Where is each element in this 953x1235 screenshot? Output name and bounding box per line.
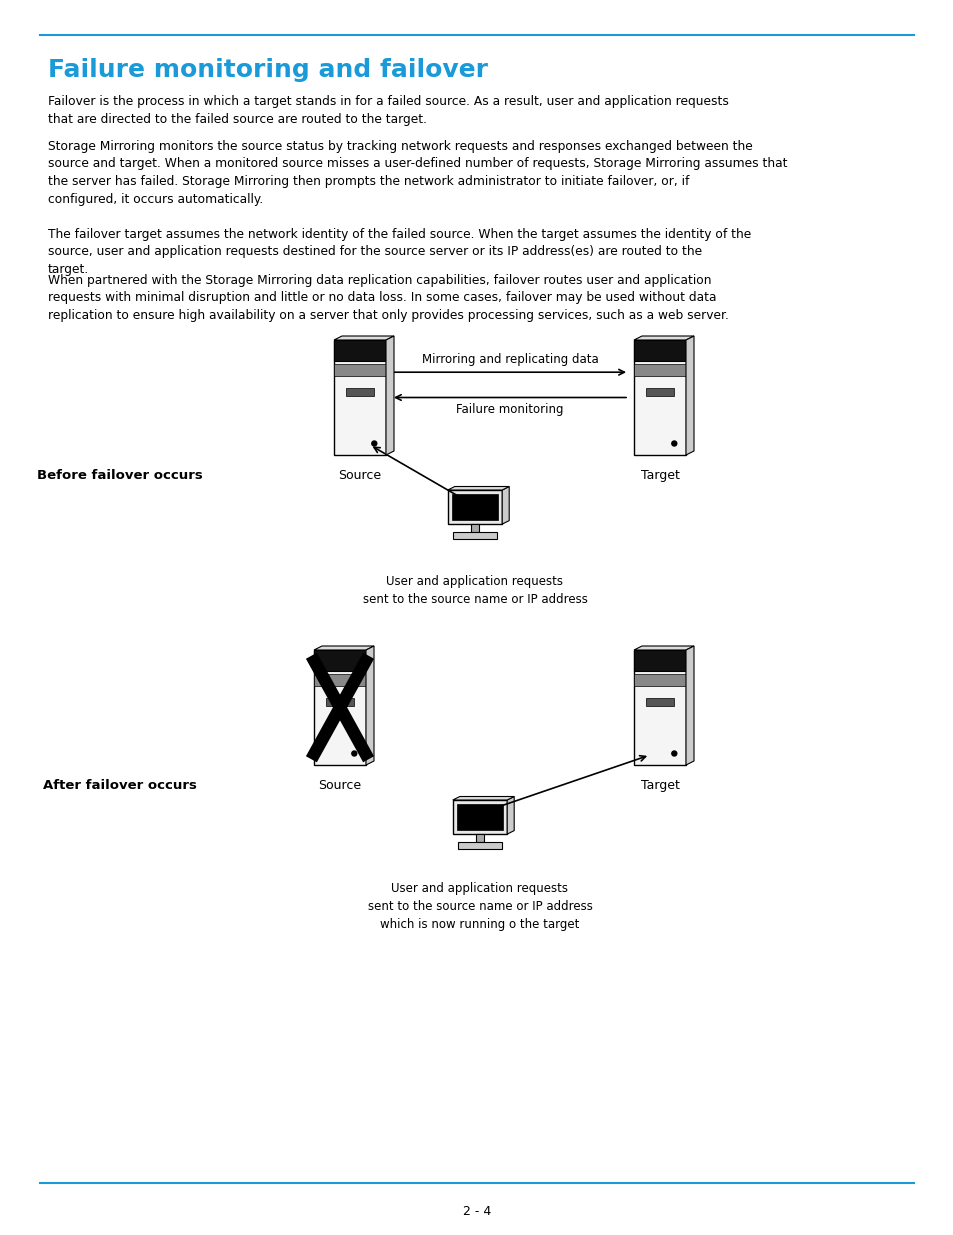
Text: When partnered with the Storage Mirroring data replication capabilities, failove: When partnered with the Storage Mirrorin…	[48, 274, 728, 322]
Circle shape	[372, 441, 376, 446]
FancyBboxPatch shape	[314, 650, 366, 764]
Polygon shape	[501, 487, 509, 524]
Polygon shape	[447, 487, 509, 490]
Polygon shape	[471, 524, 478, 531]
FancyBboxPatch shape	[452, 494, 497, 520]
FancyBboxPatch shape	[447, 490, 501, 524]
Text: Target: Target	[639, 469, 679, 482]
Text: Failover is the process in which a target stands in for a failed source. As a re: Failover is the process in which a targe…	[48, 95, 728, 126]
Text: User and application requests
sent to the source name or IP address
which is now: User and application requests sent to th…	[367, 882, 592, 931]
Polygon shape	[366, 646, 374, 764]
Polygon shape	[334, 364, 386, 375]
Polygon shape	[334, 336, 394, 340]
Polygon shape	[634, 340, 685, 361]
Text: Before failover occurs: Before failover occurs	[37, 469, 203, 482]
Polygon shape	[634, 650, 685, 671]
FancyBboxPatch shape	[453, 800, 507, 834]
Text: Failure monitoring and failover: Failure monitoring and failover	[48, 58, 488, 82]
Text: Target: Target	[639, 779, 679, 792]
Circle shape	[671, 441, 676, 446]
Text: Failure monitoring: Failure monitoring	[456, 403, 563, 415]
Polygon shape	[345, 388, 374, 395]
Text: Source: Source	[338, 469, 381, 482]
Polygon shape	[325, 698, 354, 705]
Polygon shape	[476, 834, 483, 841]
Text: Mirroring and replicating data: Mirroring and replicating data	[421, 353, 598, 367]
Polygon shape	[634, 336, 693, 340]
Polygon shape	[645, 388, 674, 395]
Text: User and application requests
sent to the source name or IP address: User and application requests sent to th…	[362, 576, 587, 606]
Polygon shape	[634, 364, 685, 375]
Polygon shape	[507, 797, 514, 834]
Polygon shape	[386, 336, 394, 454]
Polygon shape	[457, 841, 501, 848]
Polygon shape	[645, 698, 674, 705]
FancyBboxPatch shape	[634, 650, 685, 764]
Polygon shape	[685, 646, 693, 764]
Text: Source: Source	[318, 779, 361, 792]
Polygon shape	[453, 531, 497, 538]
Circle shape	[671, 751, 676, 756]
Circle shape	[352, 751, 356, 756]
Polygon shape	[685, 336, 693, 454]
Polygon shape	[314, 646, 374, 650]
Polygon shape	[453, 797, 514, 800]
Text: The failover target assumes the network identity of the failed source. When the : The failover target assumes the network …	[48, 228, 750, 275]
Polygon shape	[334, 340, 386, 361]
Text: After failover occurs: After failover occurs	[43, 779, 196, 792]
Text: 2 - 4: 2 - 4	[462, 1205, 491, 1218]
FancyBboxPatch shape	[334, 340, 386, 454]
Polygon shape	[314, 674, 366, 685]
Polygon shape	[634, 646, 693, 650]
Polygon shape	[314, 650, 366, 671]
FancyBboxPatch shape	[634, 340, 685, 454]
Text: Storage Mirroring monitors the source status by tracking network requests and re: Storage Mirroring monitors the source st…	[48, 140, 786, 205]
FancyBboxPatch shape	[456, 804, 502, 830]
Polygon shape	[634, 674, 685, 685]
